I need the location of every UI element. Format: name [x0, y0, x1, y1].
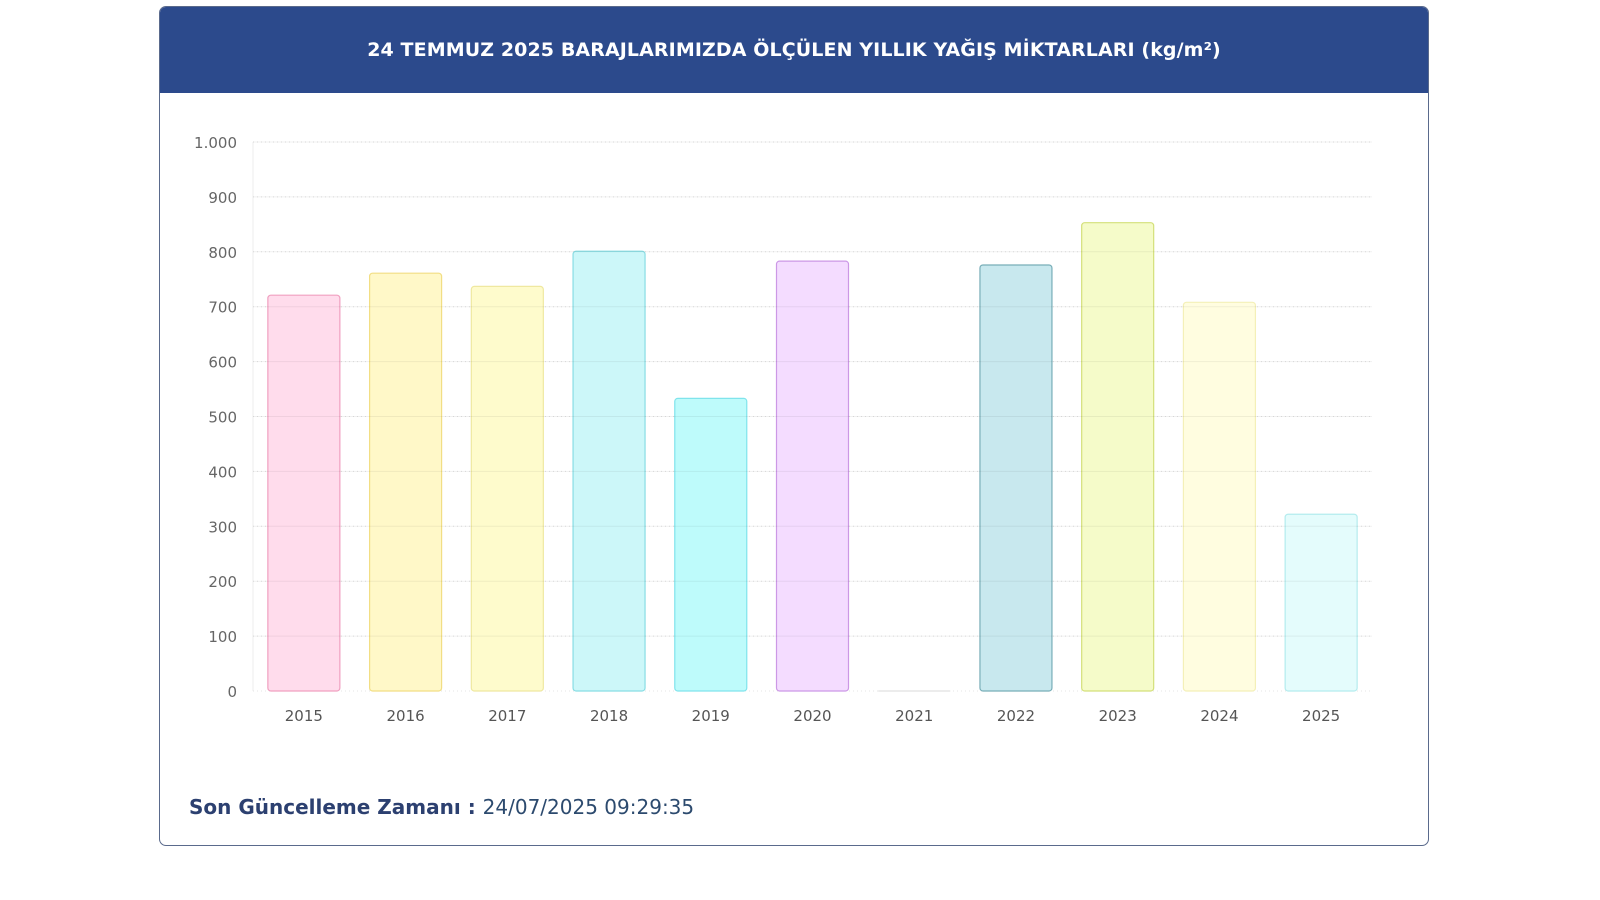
last-update-label: Son Güncelleme Zamanı [189, 795, 461, 819]
y-tick-label: 200 [208, 573, 237, 591]
y-tick-label: 300 [208, 518, 237, 536]
y-tick-label: 900 [208, 189, 237, 207]
x-tick-label: 2015 [285, 707, 323, 725]
bar [267, 294, 341, 692]
bar [674, 397, 748, 692]
y-tick-label: 500 [208, 409, 237, 427]
bar [1081, 222, 1155, 692]
rainfall-bar-chart: 0 100 200 300 400 500 600 700 800 900 1.000 2015 201… [194, 134, 1372, 725]
x-tick-label: 2019 [692, 707, 730, 725]
x-tick-label: 2018 [590, 707, 628, 725]
bar [368, 272, 443, 692]
x-tick-label: 2020 [793, 707, 831, 725]
x-tick-label: 2024 [1200, 707, 1238, 725]
last-update-separator: : [460, 795, 483, 819]
y-tick-label: 400 [208, 463, 237, 481]
bar [979, 264, 1053, 692]
y-tick-label: 800 [208, 244, 237, 262]
bar [775, 260, 850, 692]
x-tick-label: 2022 [997, 707, 1035, 725]
last-update: Son Güncelleme Zamanı : 24/07/2025 09:29… [189, 795, 694, 819]
chart-title: 24 TEMMUZ 2025 BARAJLARIMIZDA ÖLÇÜLEN YI… [367, 39, 1221, 61]
bar [1182, 301, 1257, 692]
chart-card: 24 TEMMUZ 2025 BARAJLARIMIZDA ÖLÇÜLEN YI… [159, 6, 1429, 846]
y-tick-label: 1.000 [194, 134, 237, 152]
y-tick-label: 0 [227, 683, 237, 701]
chart-header: 24 TEMMUZ 2025 BARAJLARIMIZDA ÖLÇÜLEN YI… [160, 7, 1428, 93]
x-tick-label: 2016 [386, 707, 424, 725]
x-tick-label: 2021 [895, 707, 933, 725]
y-tick-label: 100 [208, 628, 237, 646]
x-tick-label: 2023 [1099, 707, 1137, 725]
last-update-value: 24/07/2025 09:29:35 [482, 795, 695, 819]
x-tick-label: 2017 [488, 707, 526, 725]
bar [1284, 513, 1358, 692]
y-tick-label: 700 [208, 299, 237, 317]
bar [470, 285, 544, 692]
x-tick-label: 2025 [1302, 707, 1340, 725]
bar [572, 250, 646, 692]
y-tick-label: 600 [208, 354, 237, 372]
